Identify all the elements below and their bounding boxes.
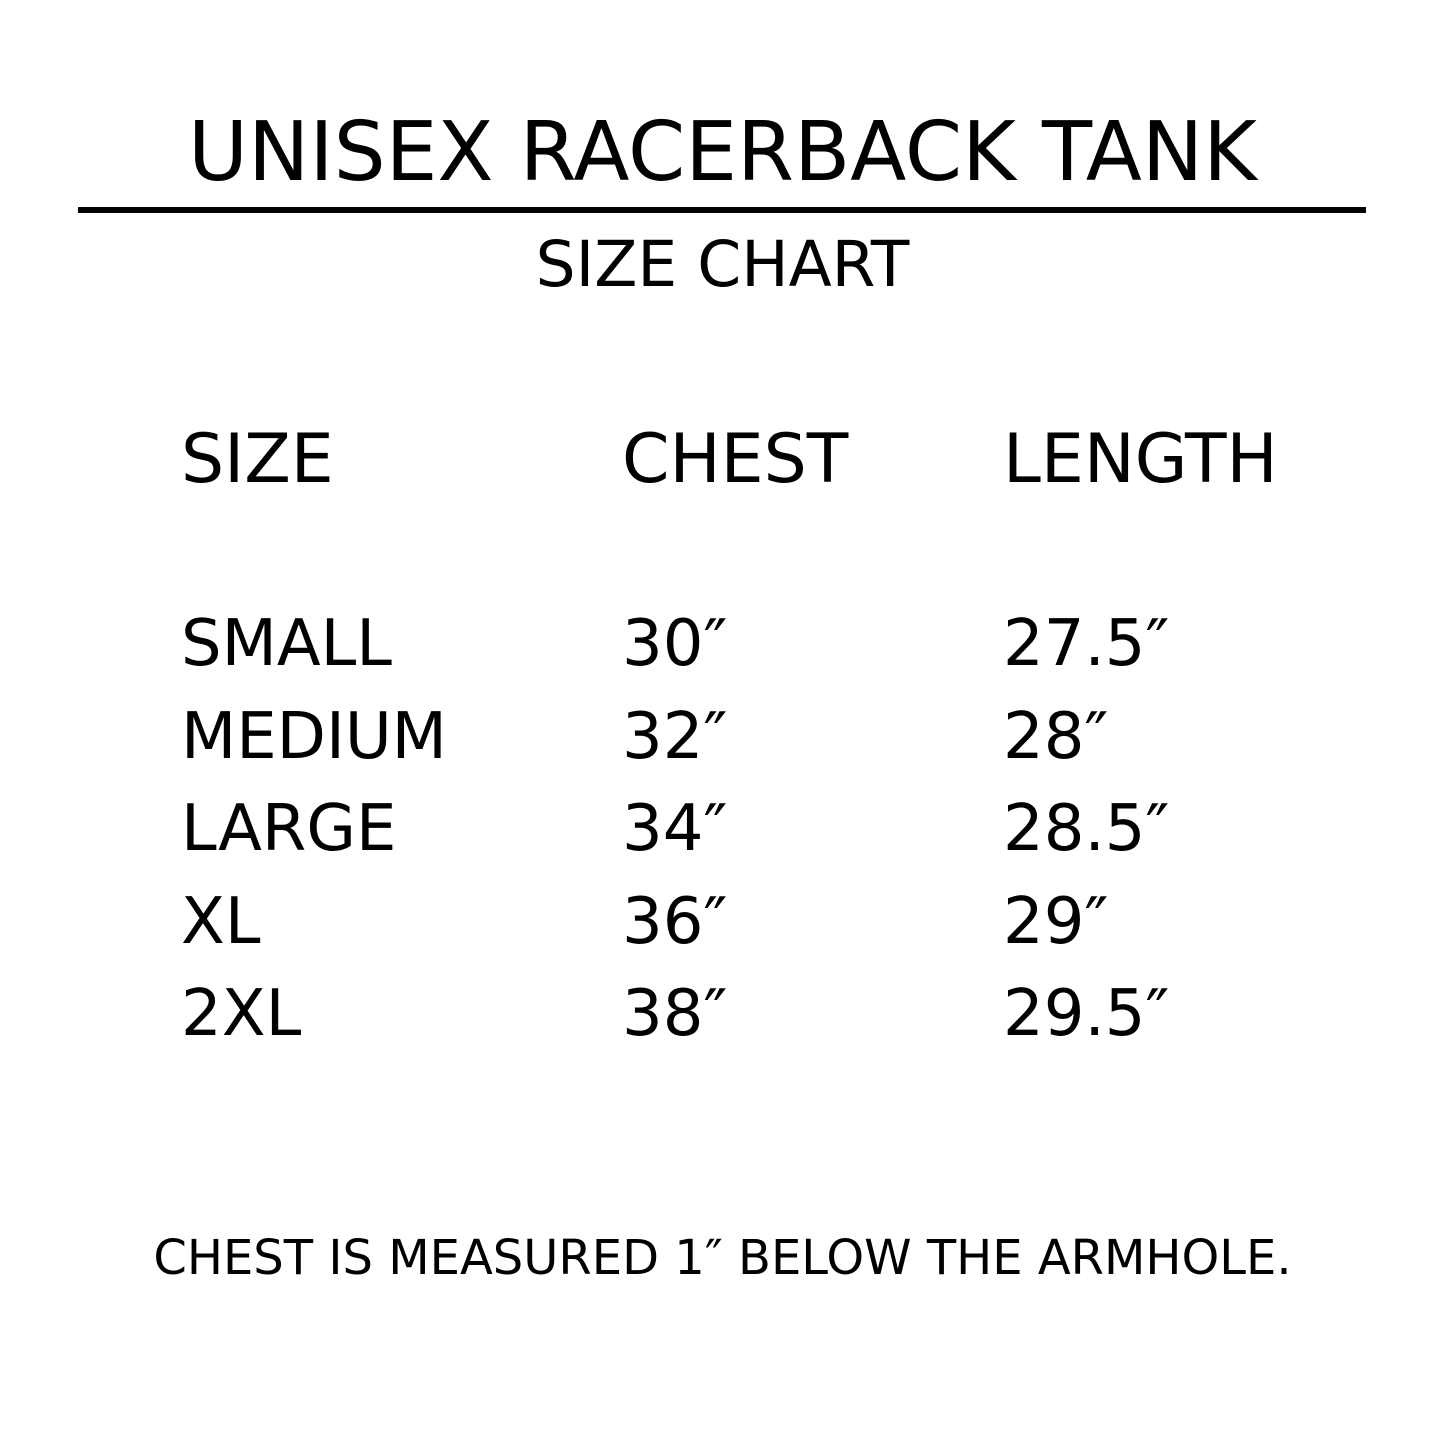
size-cell: MEDIUM <box>181 699 447 774</box>
footnote: CHEST IS MEASURED 1″ BELOW THE ARMHOLE. <box>153 1230 1292 1286</box>
size-cell: XL <box>181 884 261 959</box>
header-length: LENGTH <box>1003 420 1278 499</box>
size-cell: LARGE <box>181 792 397 866</box>
length-cell: 29″ <box>1003 884 1109 959</box>
chest-cell: 36″ <box>622 884 728 959</box>
size-cell: 2XL <box>181 977 302 1051</box>
header-chest: CHEST <box>622 420 849 499</box>
title-divider <box>78 207 1366 213</box>
header-size: SIZE <box>181 420 334 499</box>
page-title: UNISEX RACERBACK TANK <box>188 105 1257 200</box>
chest-cell: 34″ <box>622 792 728 866</box>
page-subtitle: SIZE CHART <box>535 228 910 301</box>
chest-cell: 38″ <box>622 977 728 1051</box>
chest-cell: 30″ <box>622 607 728 681</box>
length-cell: 28″ <box>1003 699 1109 774</box>
length-cell: 27.5″ <box>1003 607 1170 681</box>
size-cell: SMALL <box>181 607 392 681</box>
chest-cell: 32″ <box>622 699 728 774</box>
length-cell: 29.5″ <box>1003 977 1170 1051</box>
length-cell: 28.5″ <box>1003 792 1170 866</box>
